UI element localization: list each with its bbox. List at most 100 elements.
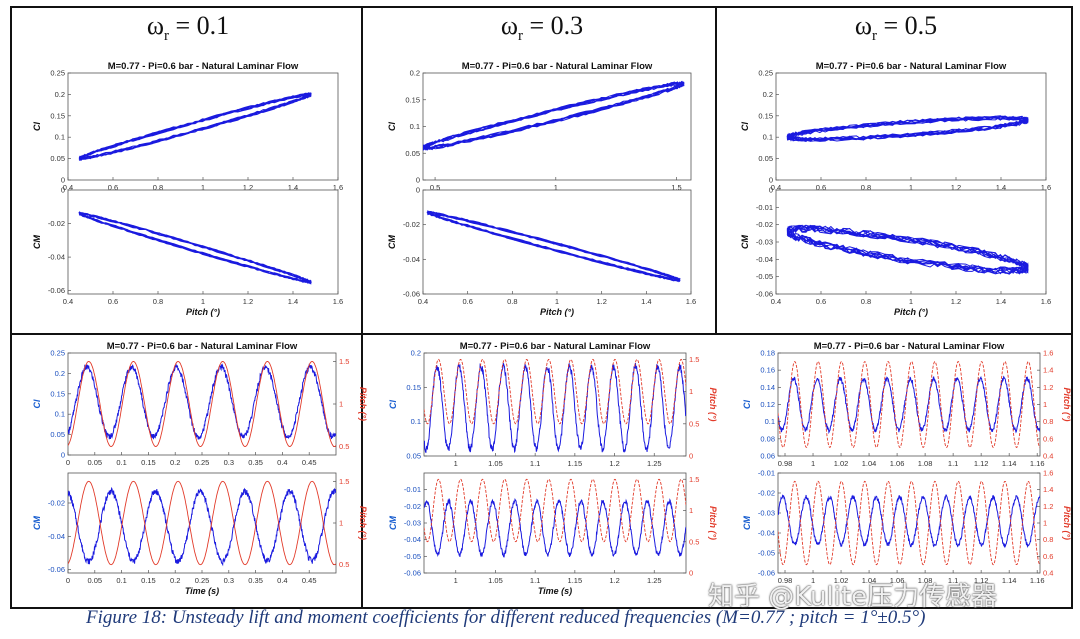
y2-tick-label: 1.5	[689, 475, 699, 484]
x-tick-label: 1.1	[530, 459, 540, 468]
y-tick-label: -0.04	[756, 255, 773, 264]
y2-tick-label: 1	[689, 387, 693, 396]
y-tick-label: -0.01	[756, 203, 773, 212]
y2-axis-label: Pitch (°)	[708, 506, 718, 540]
plot-frame	[67, 189, 339, 295]
coefficient-series-line	[778, 493, 1040, 549]
plot-frame	[67, 352, 337, 456]
x-tick-label: 1.12	[974, 459, 989, 468]
y-axis-label: Cl	[32, 122, 42, 131]
x-tick-label: 1.2	[243, 183, 253, 192]
x-tick-label: 0.2	[170, 458, 180, 467]
y-axis-label: CM	[388, 516, 398, 530]
x-tick-label: 1.4	[641, 297, 651, 306]
y-axis-label: CM	[32, 235, 42, 249]
y-tick-label: 0.2	[411, 349, 421, 358]
x-tick-label: 1.2	[951, 297, 961, 306]
y2-tick-label: 0	[689, 569, 693, 578]
x-tick-label: 0.8	[861, 183, 871, 192]
y-tick-label: -0.01	[404, 485, 421, 494]
x-tick-label: 0.15	[141, 458, 156, 467]
y2-tick-label: 0.5	[689, 419, 699, 428]
x-tick-label: 1.16	[1030, 576, 1045, 585]
y-tick-label: 0.1	[55, 133, 65, 142]
y2-tick-label: 0.5	[339, 560, 349, 569]
x-tick-label: 1.25	[647, 459, 662, 468]
y-axis-label: CM	[32, 516, 42, 530]
y-tick-label: -0.04	[48, 253, 65, 262]
y-tick-label: 0	[61, 451, 65, 460]
x-tick-label: 1.05	[488, 576, 503, 585]
y-tick-label: 0	[416, 176, 420, 185]
y-axis-label: CM	[740, 235, 750, 249]
y-tick-label: 0.05	[405, 149, 420, 158]
x-tick-label: 1	[555, 297, 559, 306]
y2-tick-label: 1.5	[339, 357, 349, 366]
y-tick-label: -0.05	[756, 272, 773, 281]
y2-tick-label: 1.5	[339, 477, 349, 486]
y-tick-label: 0.1	[765, 417, 775, 426]
y-tick-label: 0	[61, 176, 65, 185]
column-divider	[715, 8, 717, 335]
series-line	[78, 210, 312, 285]
x-tick-label: 1.4	[288, 297, 298, 306]
omega-label-0.3: ωr = 0.3	[500, 11, 584, 45]
y-tick-label: -0.06	[48, 286, 65, 295]
x-tick-label: 0.6	[108, 183, 118, 192]
x-tick-label: 1.12	[974, 576, 989, 585]
x-tick-label: 0.45	[302, 576, 317, 585]
pitch-series-line	[68, 480, 336, 566]
x-tick-label: 1	[811, 459, 815, 468]
y-tick-label: -0.04	[403, 255, 420, 264]
x-tick-label: 1.02	[834, 576, 849, 585]
x-tick-label: 1.14	[1002, 459, 1017, 468]
x-tick-label: 1.06	[890, 576, 905, 585]
y2-tick-label: 1	[1043, 400, 1047, 409]
x-tick-label: 0.2	[170, 576, 180, 585]
x-tick-label: 0.3	[224, 458, 234, 467]
x-tick-label: 1.14	[1002, 576, 1017, 585]
x-tick-label: 0.8	[153, 297, 163, 306]
x-tick-label: 1	[811, 576, 815, 585]
y-tick-label: -0.03	[758, 509, 775, 518]
y2-tick-label: 0.8	[1043, 535, 1053, 544]
y-tick-label: 0.14	[760, 383, 775, 392]
x-tick-label: 1.06	[890, 459, 905, 468]
x-tick-label: 0.15	[141, 576, 156, 585]
y-tick-label: -0.05	[758, 549, 775, 558]
x-tick-label: 0.8	[861, 297, 871, 306]
y-tick-label: 0.18	[760, 349, 775, 358]
y-tick-label: 0.15	[405, 95, 420, 104]
y2-tick-label: 1.5	[689, 355, 699, 364]
y-tick-label: 0.2	[410, 69, 420, 78]
chart-title: M=0.77 - Pi=0.6 bar - Natural Laminar Fl…	[814, 341, 1005, 352]
y-axis-label: Cl	[387, 122, 397, 131]
y-tick-label: 0.06	[760, 452, 775, 461]
y-tick-label: -0.06	[758, 569, 775, 578]
x-tick-label: 0.45	[302, 458, 317, 467]
chart-title: M=0.77 - Pi=0.6 bar - Natural Laminar Fl…	[107, 341, 298, 352]
x-axis-label: Time (s)	[185, 586, 219, 596]
series-line	[78, 92, 312, 161]
x-tick-label: 1.6	[333, 183, 343, 192]
chart-title: M=0.77 - Pi=0.6 bar - Natural Laminar Fl…	[460, 341, 651, 352]
y2-tick-label: 0.6	[1043, 552, 1053, 561]
y-tick-label: 0.2	[55, 90, 65, 99]
x-tick-label: 1.1	[948, 576, 958, 585]
chart-cl-pitch-0.5: M=0.77 - Pi=0.6 bar - Natural Laminar Fl…	[740, 61, 1051, 192]
watermark: 知乎 @Kulite压力传感器	[708, 582, 998, 612]
y-axis-label: Cl	[32, 399, 42, 408]
y-tick-label: -0.04	[404, 535, 421, 544]
x-tick-label: 0.6	[816, 183, 826, 192]
y2-tick-label: 0.4	[1043, 452, 1053, 461]
series-line	[423, 80, 685, 151]
y-axis-label: Cl	[388, 400, 398, 409]
y2-axis-label: Pitch (°)	[1062, 506, 1071, 540]
y-tick-label: 0.05	[406, 452, 421, 461]
chart-cl-time-0.1: M=0.77 - Pi=0.6 bar - Natural Laminar Fl…	[32, 341, 368, 467]
y-tick-label: 0.1	[410, 122, 420, 131]
y-tick-label: 0.05	[50, 154, 65, 163]
x-tick-label: 1.4	[288, 183, 298, 192]
y2-axis-label: Pitch (°)	[358, 387, 368, 421]
coefficient-series-line	[424, 362, 686, 454]
